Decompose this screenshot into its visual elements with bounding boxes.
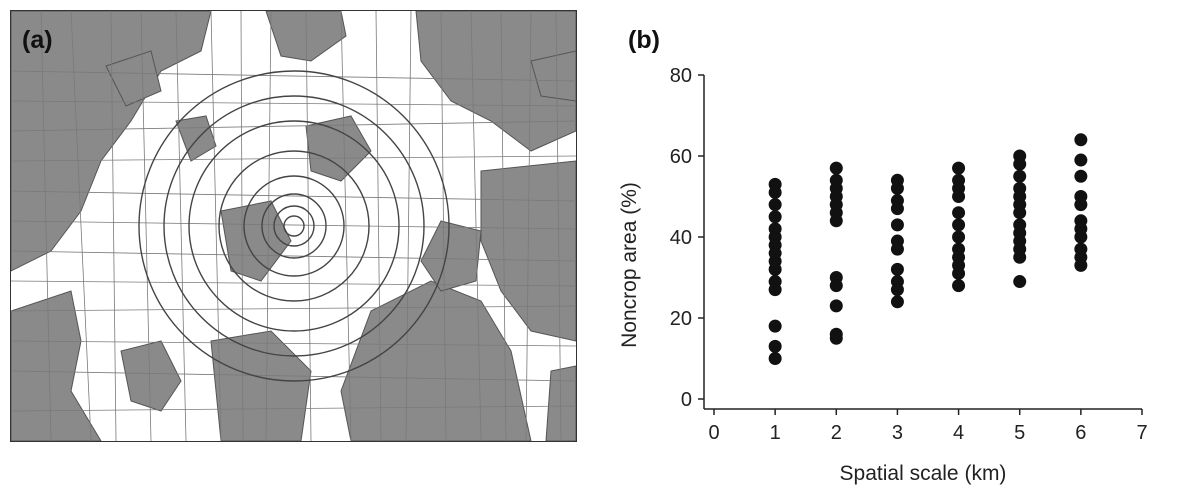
data-point bbox=[891, 263, 904, 276]
data-point bbox=[952, 267, 965, 280]
data-point bbox=[891, 283, 904, 296]
data-point bbox=[769, 320, 782, 333]
data-point bbox=[891, 202, 904, 215]
data-point bbox=[830, 332, 843, 345]
y-tick-label: 20 bbox=[670, 308, 692, 330]
data-point bbox=[952, 218, 965, 231]
data-point bbox=[891, 295, 904, 308]
landscape-map-graphic bbox=[11, 11, 576, 441]
x-tick-label: 5 bbox=[1014, 422, 1025, 444]
data-point bbox=[1013, 170, 1026, 183]
data-point bbox=[1013, 251, 1026, 264]
data-point bbox=[1074, 198, 1087, 211]
data-point bbox=[769, 283, 782, 296]
data-point bbox=[891, 243, 904, 256]
x-axis-label: Spatial scale (km) bbox=[840, 462, 1007, 485]
data-point bbox=[1074, 259, 1087, 272]
y-tick-label: 80 bbox=[670, 65, 692, 87]
data-point bbox=[1013, 275, 1026, 288]
y-tick-label: 0 bbox=[681, 389, 692, 411]
data-point bbox=[952, 206, 965, 219]
x-tick-label: 3 bbox=[892, 422, 903, 444]
data-point bbox=[1013, 158, 1026, 171]
panel-a-label: (a) bbox=[22, 26, 53, 55]
data-point bbox=[769, 186, 782, 199]
data-point bbox=[1074, 133, 1087, 146]
data-point bbox=[769, 352, 782, 365]
data-point bbox=[1013, 206, 1026, 219]
x-tick-label: 1 bbox=[770, 422, 781, 444]
data-point bbox=[769, 263, 782, 276]
data-point bbox=[830, 279, 843, 292]
data-point bbox=[891, 218, 904, 231]
data-point bbox=[952, 162, 965, 175]
y-axis-label: Noncrop area (%) bbox=[618, 182, 641, 348]
data-point bbox=[769, 198, 782, 211]
data-point bbox=[952, 279, 965, 292]
data-point bbox=[830, 162, 843, 175]
data-point bbox=[1074, 231, 1087, 244]
landscape-map bbox=[10, 10, 577, 442]
data-point bbox=[830, 214, 843, 227]
y-tick-label: 60 bbox=[670, 146, 692, 168]
data-point bbox=[830, 299, 843, 312]
data-point bbox=[952, 190, 965, 203]
data-point bbox=[1074, 154, 1087, 167]
data-point bbox=[952, 231, 965, 244]
scatter-chart: 0 20 40 60 80 0 1 2 3 4 5 6 7 Spatial scale (km) Non… bbox=[600, 50, 1186, 490]
scatter-chart-svg: 0 20 40 60 80 0 1 2 3 4 5 6 7 Spatial scale (km) Non… bbox=[600, 50, 1186, 490]
x-tick-label: 0 bbox=[708, 422, 719, 444]
x-tick-label: 4 bbox=[953, 422, 964, 444]
x-tick-label: 2 bbox=[831, 422, 842, 444]
data-point bbox=[891, 182, 904, 195]
data-point bbox=[769, 210, 782, 223]
data-point bbox=[769, 340, 782, 353]
x-tick-label: 7 bbox=[1136, 422, 1147, 444]
x-tick-label: 6 bbox=[1075, 422, 1086, 444]
y-tick-label: 40 bbox=[670, 227, 692, 249]
data-point bbox=[1074, 170, 1087, 183]
points-layer bbox=[769, 133, 1088, 365]
